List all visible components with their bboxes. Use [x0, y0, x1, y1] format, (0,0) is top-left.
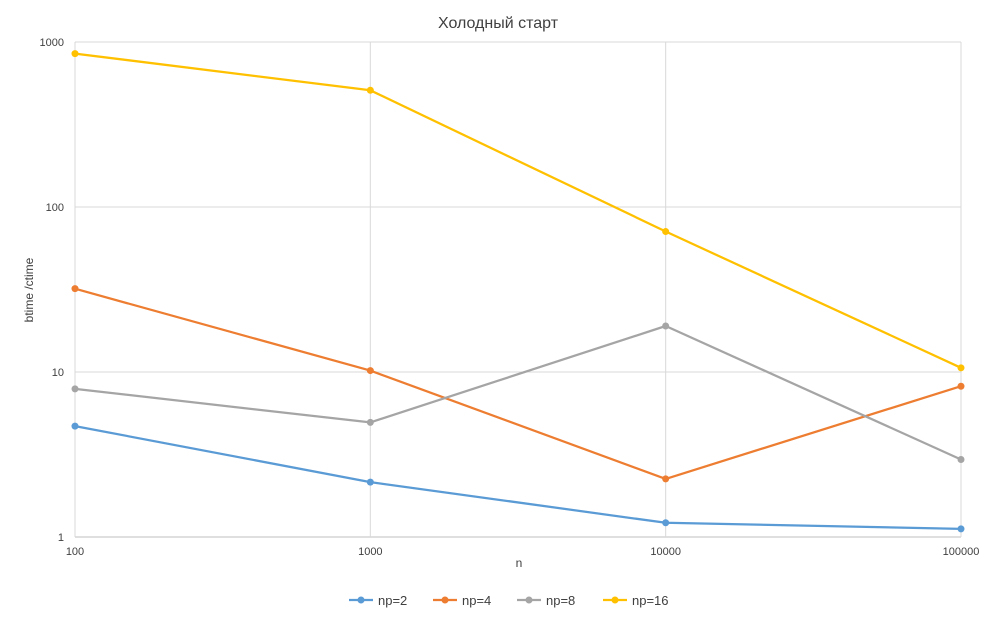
data-point	[662, 322, 670, 330]
data-point	[366, 418, 374, 426]
series-line	[73, 287, 963, 481]
legend-label: np=8	[546, 593, 575, 608]
legend-swatch-marker	[357, 596, 365, 604]
gridlines	[74, 41, 962, 538]
series-np=8	[71, 322, 965, 463]
y-axis-label: btime /ctime	[22, 257, 36, 322]
data-point	[71, 385, 79, 393]
chart-title: Холодный старт	[438, 15, 559, 32]
data-point	[662, 228, 670, 236]
legend-label: np=2	[378, 593, 407, 608]
series-line	[73, 424, 963, 531]
legend: np=2 np=4 np=8 np=16	[349, 593, 669, 608]
series-np=4	[71, 285, 965, 483]
series-line	[73, 324, 963, 461]
series-np=16	[71, 50, 965, 372]
x-tick-label: 10000	[650, 546, 681, 558]
data-point	[71, 285, 79, 293]
x-tick-labels: 100 1000 10000 100000	[66, 546, 980, 558]
y-tick-label: 1	[58, 532, 64, 544]
data-point	[957, 525, 965, 533]
x-axis-label: n	[516, 556, 523, 570]
legend-swatch-marker	[611, 596, 619, 604]
series-line	[73, 52, 963, 369]
data-point	[957, 455, 965, 463]
series-lines	[71, 50, 965, 533]
data-point	[957, 382, 965, 390]
data-point	[662, 519, 670, 527]
legend-swatch-marker	[441, 596, 449, 604]
data-point	[662, 475, 670, 483]
y-tick-label: 10	[52, 367, 64, 379]
x-tick-label: 100	[66, 546, 84, 558]
data-point	[957, 364, 965, 372]
y-tick-label: 1000	[40, 37, 64, 49]
legend-label: np=16	[632, 593, 669, 608]
legend-item: np=16	[603, 593, 669, 608]
x-tick-label: 1000	[358, 546, 382, 558]
legend-item: np=4	[433, 593, 491, 608]
data-point	[71, 422, 79, 430]
x-tick-label: 100000	[943, 546, 980, 558]
legend-item: np=8	[517, 593, 575, 608]
data-point	[71, 50, 79, 58]
data-point	[366, 478, 374, 486]
data-point	[366, 86, 374, 94]
legend-label: np=4	[462, 593, 491, 608]
y-tick-labels: 1 10 100 1000	[40, 37, 64, 544]
data-point	[366, 367, 374, 375]
legend-item: np=2	[349, 593, 407, 608]
series-np=2	[71, 422, 965, 533]
legend-swatch-marker	[525, 596, 533, 604]
y-tick-label: 100	[46, 202, 64, 214]
